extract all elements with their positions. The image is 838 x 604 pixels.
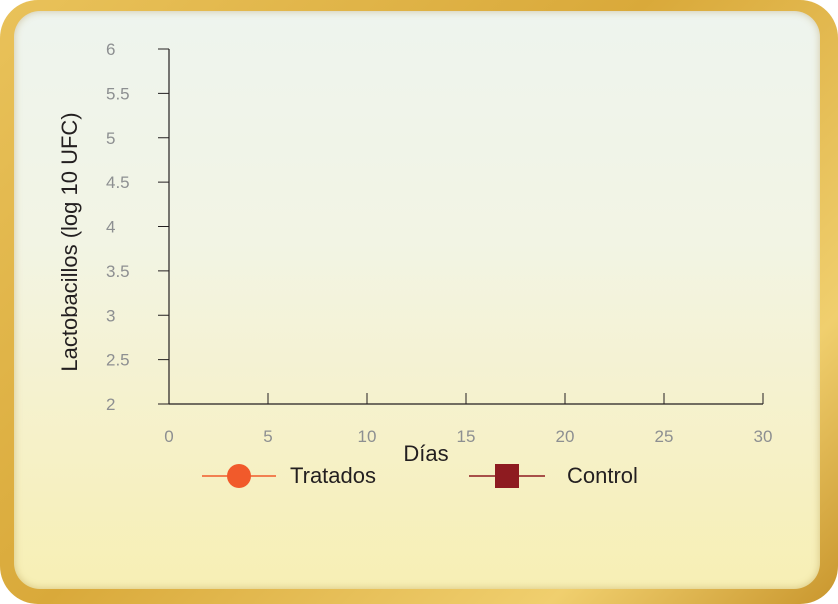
x-axis-title: Días [403,441,448,466]
legend: Tratados Control [202,463,638,488]
y-tick-label: 4.5 [106,173,130,192]
x-ticks: 0 5 10 15 20 25 30 [164,393,772,446]
legend-control-label: Control [567,463,638,488]
legend-item-tratados: Tratados [202,463,376,488]
y-axis-title: Lactobacillos (log 10 UFC) [57,112,82,371]
x-tick-label: 30 [754,427,773,446]
x-tick-label: 0 [164,427,173,446]
legend-tratados-marker [227,464,251,488]
y-tick-label: 5.5 [106,84,130,103]
y-ticks: 2 2.5 3 3.5 4 4.5 5 5.5 6 [106,40,169,414]
chart-panel [14,11,820,589]
legend-control-marker [495,464,519,488]
y-tick-label: 6 [106,40,115,59]
y-tick-label: 3.5 [106,262,130,281]
y-tick-label: 3 [106,306,115,325]
y-tick-label: 5 [106,129,115,148]
y-tick-label: 2.5 [106,351,130,370]
y-tick-label: 4 [106,218,115,237]
x-tick-label: 25 [655,427,674,446]
x-tick-label: 5 [263,427,272,446]
legend-tratados-label: Tratados [290,463,376,488]
y-tick-label: 2 [106,395,115,414]
x-tick-label: 20 [556,427,575,446]
legend-item-control: Control [469,463,638,488]
x-tick-label: 15 [457,427,476,446]
x-tick-label: 10 [358,427,377,446]
